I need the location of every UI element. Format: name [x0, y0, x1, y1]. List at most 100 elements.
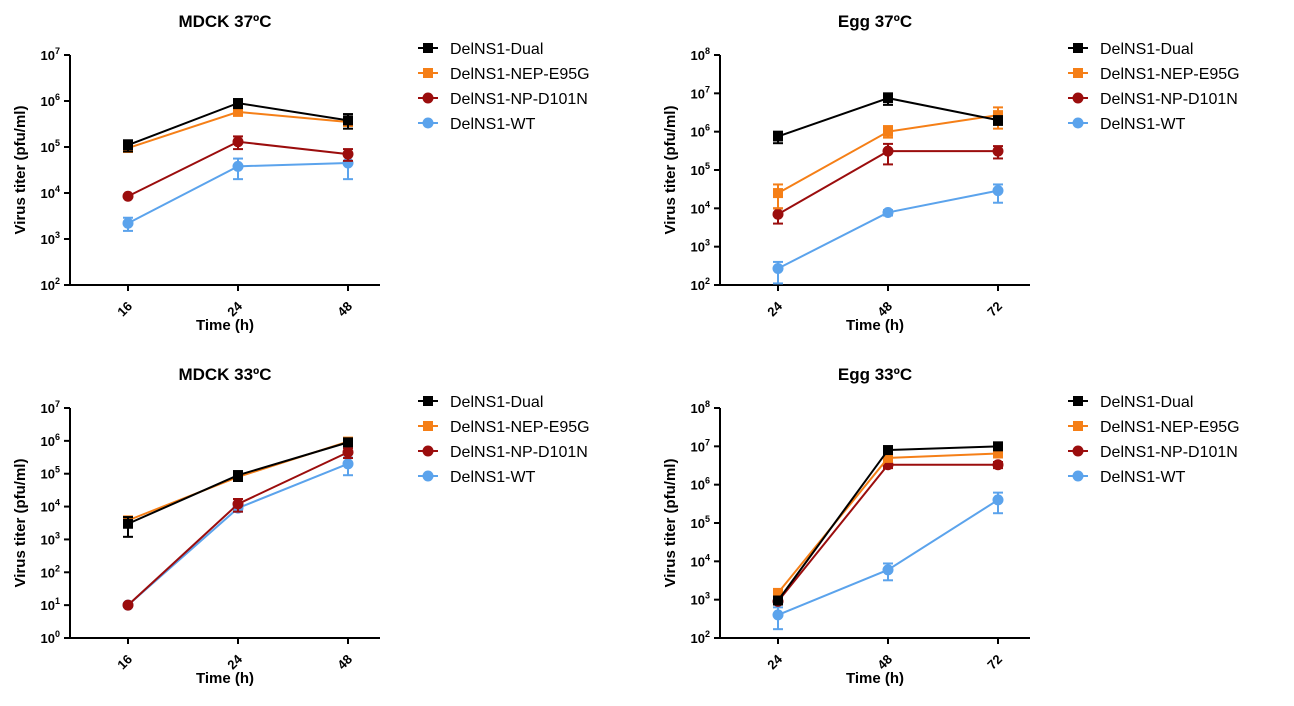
data-point [992, 185, 1004, 197]
data-point [882, 206, 894, 218]
x-tick-label: 48 [334, 299, 355, 320]
legend-item: DelNS1-Dual [418, 41, 543, 58]
legend-label: DelNS1-NEP-E95G [1100, 419, 1240, 436]
legend-label: DelNS1-Dual [1100, 394, 1193, 411]
data-point [342, 458, 354, 470]
legend-label: DelNS1-NP-D101N [1100, 444, 1238, 461]
y-tick-label: 106 [41, 432, 60, 449]
x-tick-label: 24 [764, 298, 785, 319]
series-delns1-dual [123, 98, 353, 153]
y-tick-label: 102 [41, 563, 60, 580]
data-point [233, 98, 243, 109]
series-delns1-np-d101n [122, 446, 354, 611]
data-point [883, 126, 893, 137]
data-point [773, 595, 783, 606]
y-axis-label: Virus titer (pfu/ml) [12, 106, 29, 235]
x-axis-label: Time (h) [846, 670, 904, 687]
series-delns1-np-d101n [122, 135, 354, 202]
legend-marker [1073, 421, 1083, 431]
y-tick-label: 108 [691, 399, 710, 416]
x-axis-label: Time (h) [196, 670, 254, 687]
series-line [777, 499, 999, 616]
data-point [232, 160, 244, 172]
legend-item: DelNS1-WT [418, 469, 536, 486]
y-tick-label: 103 [41, 530, 60, 547]
data-point [992, 459, 1004, 471]
legend-label: DelNS1-NP-D101N [450, 91, 588, 108]
legend-marker [1072, 470, 1084, 482]
data-point [232, 498, 244, 510]
legend-label: DelNS1-Dual [450, 394, 543, 411]
data-point [993, 448, 1003, 459]
x-axis-label: Time (h) [846, 317, 904, 334]
legend-label: DelNS1-WT [1100, 116, 1186, 133]
data-point [343, 115, 353, 126]
series-delns1-wt [772, 183, 1004, 285]
series-delns1-wt [772, 491, 1004, 631]
legend-label: DelNS1-WT [450, 469, 536, 486]
y-tick-label: 104 [41, 498, 60, 515]
chart-title: MDCK 37ºC [178, 12, 271, 31]
chart-title: Egg 37ºC [838, 12, 912, 31]
data-point [342, 148, 354, 160]
x-tick-label: 48 [334, 652, 355, 673]
data-point [882, 145, 894, 157]
legend-label: DelNS1-WT [1100, 469, 1186, 486]
data-point [122, 217, 134, 229]
data-point [122, 599, 134, 611]
legend-item: DelNS1-NEP-E95G [1068, 419, 1240, 436]
series-line [777, 189, 999, 270]
y-tick-label: 101 [41, 596, 60, 613]
legend-item: DelNS1-Dual [418, 394, 543, 411]
y-axis-label: Virus titer (pfu/ml) [12, 459, 29, 588]
legend-item: DelNS1-NP-D101N [1068, 444, 1238, 461]
legend-item: DelNS1-NEP-E95G [1068, 66, 1240, 83]
legend-marker [423, 68, 433, 78]
y-tick-label: 106 [41, 92, 60, 109]
data-point [883, 445, 893, 456]
legend-label: DelNS1-NEP-E95G [450, 66, 590, 83]
legend-item: DelNS1-NEP-E95G [418, 419, 590, 436]
chart-egg-33: Egg 33ºC 102 103 104 105 106 107 108 24 48 72 Time … [650, 353, 1290, 706]
chart-mdck-37: MDCK 37ºC 102 103 104 105 106 107 16 24 48 Time (h… [0, 0, 640, 353]
legend-label: DelNS1-Dual [450, 41, 543, 58]
data-point [993, 441, 1003, 452]
legend-item: DelNS1-Dual [1068, 394, 1193, 411]
series-line [127, 462, 349, 606]
y-tick-label: 103 [41, 230, 60, 247]
chart-mdck-33: MDCK 33ºC 100 101 102 103 104 105 106 107 16 24 48 T… [0, 353, 640, 706]
y-tick-label: 105 [691, 161, 710, 178]
x-tick-label: 24 [764, 651, 785, 672]
x-axis-label: Time (h) [196, 317, 254, 334]
data-point [343, 437, 353, 448]
series-delns1-np-d101n [772, 142, 1004, 225]
y-tick-label: 107 [691, 437, 710, 454]
data-point [772, 262, 784, 274]
data-point [993, 115, 1003, 126]
legend-item: DelNS1-WT [1068, 116, 1186, 133]
x-tick-label: 16 [114, 652, 135, 673]
legend-marker [423, 421, 433, 431]
data-point [123, 518, 133, 529]
y-tick-label: 104 [41, 184, 60, 201]
legend-label: DelNS1-WT [450, 116, 536, 133]
legend-item: DelNS1-NP-D101N [1068, 91, 1238, 108]
series-delns1-np-d101n [772, 459, 1004, 607]
data-point [773, 131, 783, 142]
legend-label: DelNS1-NP-D101N [1100, 91, 1238, 108]
data-point [882, 564, 894, 576]
legend-item: DelNS1-NEP-E95G [418, 66, 590, 83]
legend-item: DelNS1-Dual [1068, 41, 1193, 58]
legend-item: DelNS1-NP-D101N [418, 444, 588, 461]
data-point [232, 136, 244, 148]
x-tick-label: 72 [984, 652, 1005, 673]
legend-marker [1073, 43, 1083, 53]
y-axis-label: Virus titer (pfu/ml) [662, 459, 679, 588]
x-tick-label: 72 [984, 299, 1005, 320]
data-point [773, 188, 783, 199]
y-tick-label: 106 [691, 123, 710, 140]
y-tick-label: 104 [691, 552, 710, 569]
chart-egg-37: Egg 37ºC 102 103 104 105 106 107 108 24 48 72 Time … [650, 0, 1290, 353]
